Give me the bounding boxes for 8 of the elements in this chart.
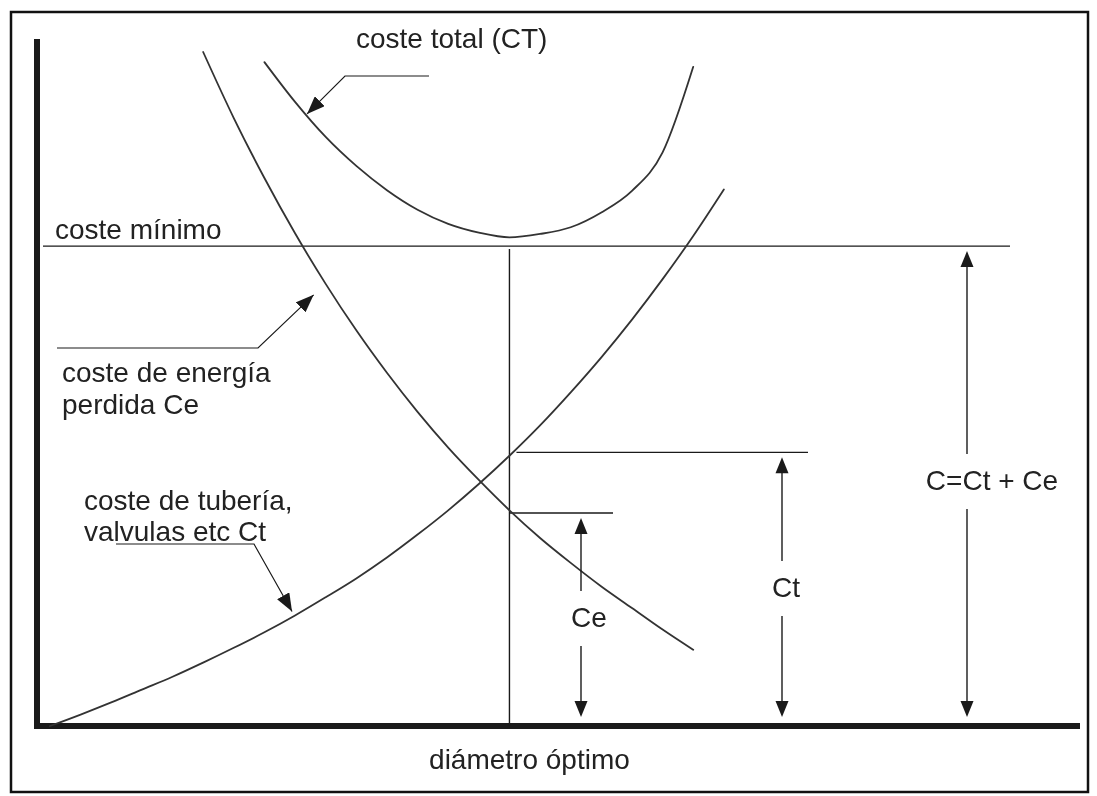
ref-line-label: coste mínimo [55, 214, 222, 246]
annotation: Ce [571, 602, 607, 633]
x-axis-title: diámetro óptimo [429, 744, 630, 775]
text: C=Ct + Ce [925, 465, 1059, 496]
text: coste de tubería, valvulas etc Ct [84, 485, 293, 547]
text: coste total (CT) [356, 23, 548, 54]
text: coste de energía perdida Ce [62, 357, 272, 420]
text: Ct [772, 572, 801, 603]
